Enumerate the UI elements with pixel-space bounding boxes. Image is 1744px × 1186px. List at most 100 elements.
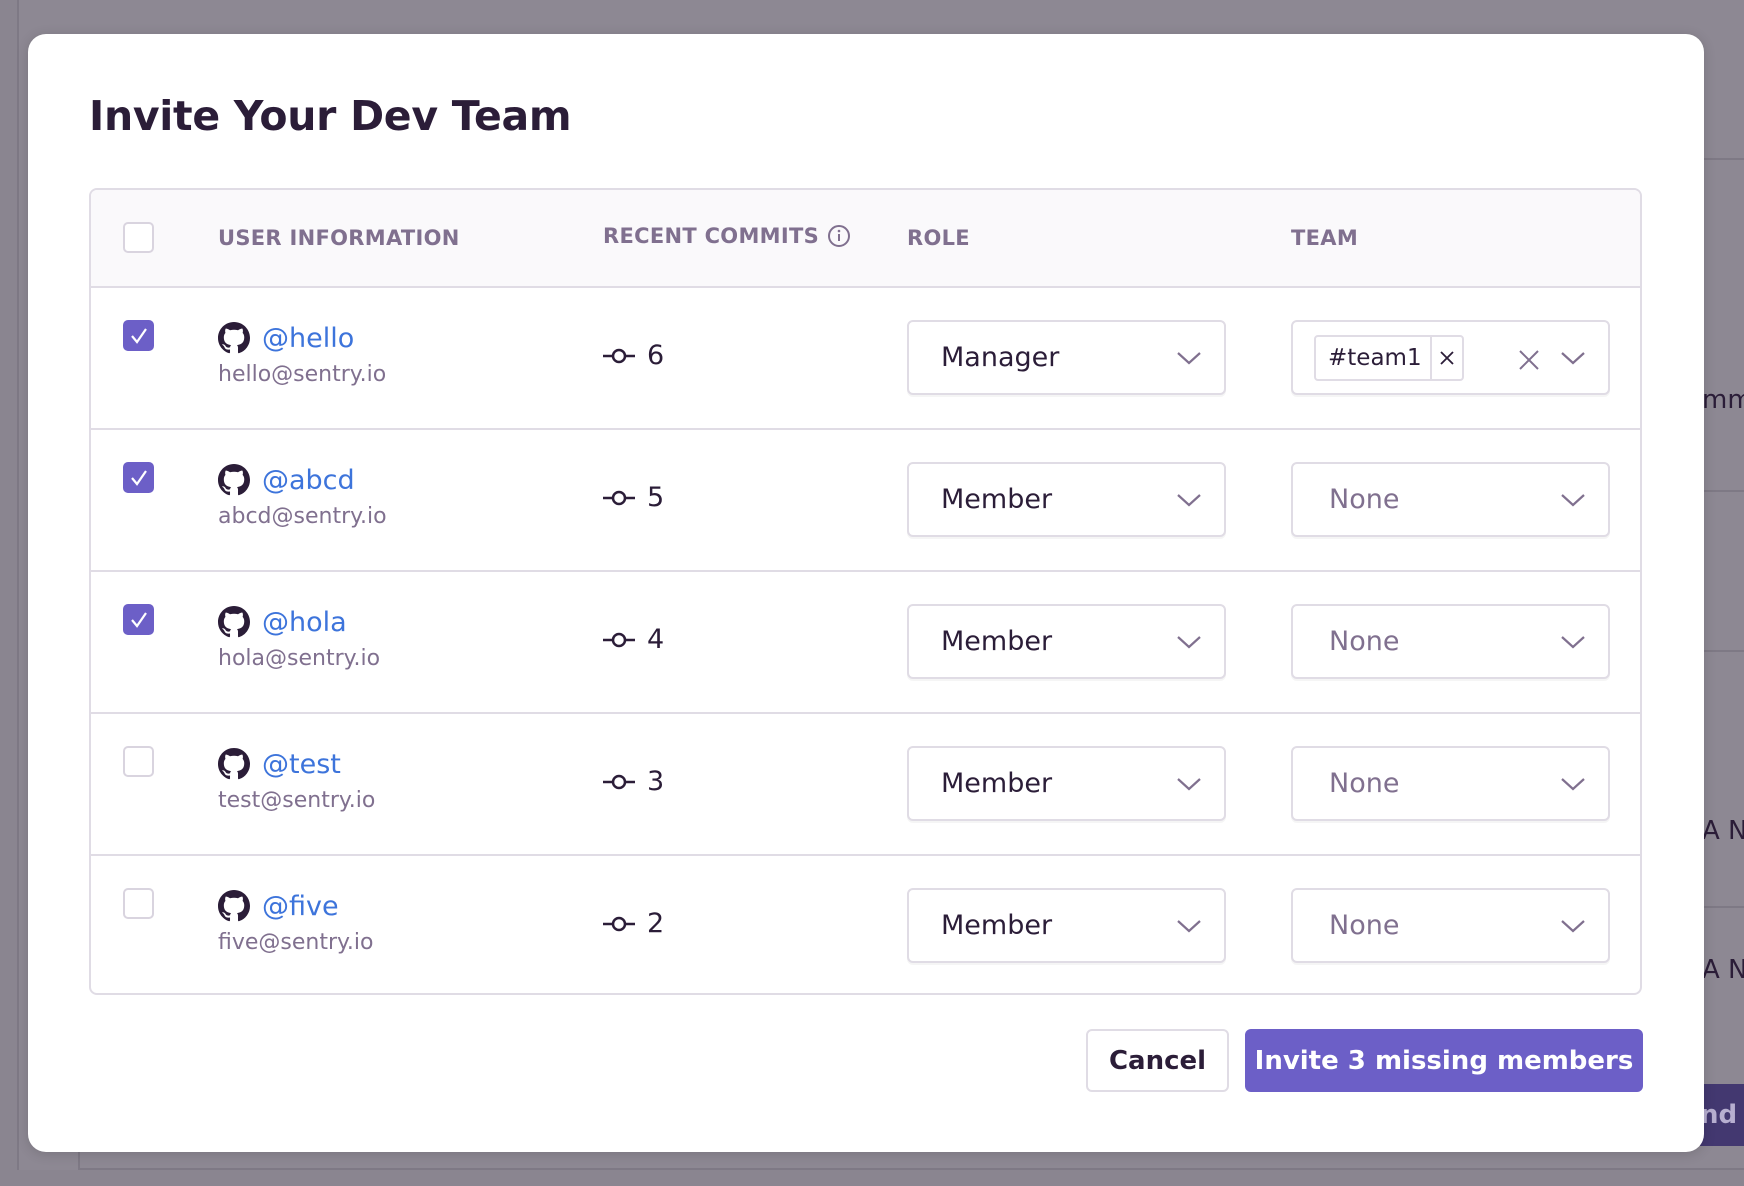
- column-user-information: USER INFORMATION: [218, 226, 460, 250]
- commit-count: 2: [647, 908, 665, 939]
- team-placeholder: None: [1329, 484, 1400, 515]
- commit-icon: [603, 916, 635, 931]
- team-select[interactable]: #team1: [1291, 320, 1610, 395]
- row-checkbox[interactable]: [123, 462, 154, 493]
- commit-count: 5: [647, 482, 665, 513]
- team-placeholder: None: [1329, 626, 1400, 657]
- user-email: five@sentry.io: [218, 930, 374, 955]
- cancel-button[interactable]: Cancel: [1086, 1029, 1229, 1092]
- role-value: Member: [941, 768, 1053, 799]
- recent-commits: 3: [603, 766, 664, 797]
- row-checkbox[interactable]: [123, 320, 154, 351]
- column-team: TEAM: [1291, 226, 1358, 250]
- role-select[interactable]: Member: [907, 462, 1226, 537]
- recent-commits: 4: [603, 624, 664, 655]
- user-information: @abcd abcd@sentry.io: [218, 464, 387, 529]
- commit-icon: [603, 774, 635, 789]
- column-label: RECENT COMMITS: [603, 224, 820, 248]
- invite-members-button[interactable]: Invite 3 missing members: [1245, 1029, 1643, 1092]
- role-select[interactable]: Member: [907, 746, 1226, 821]
- table-row: @abcd abcd@sentry.io 5 Member None: [91, 430, 1640, 572]
- username-link[interactable]: @hola: [262, 606, 347, 638]
- commit-count: 4: [647, 624, 665, 655]
- clear-icon[interactable]: [1518, 349, 1540, 371]
- role-select[interactable]: Member: [907, 888, 1226, 963]
- user-information: @hola hola@sentry.io: [218, 606, 380, 671]
- background-text: mmit: [1702, 385, 1744, 415]
- background-divider: [1700, 906, 1744, 908]
- background-text: A No: [1702, 955, 1744, 985]
- background-text: A No: [1702, 816, 1744, 846]
- role-value: Member: [941, 626, 1053, 657]
- team-placeholder: None: [1329, 768, 1400, 799]
- commit-count: 3: [647, 766, 665, 797]
- background-divider: [1700, 158, 1744, 160]
- user-information: @hello hello@sentry.io: [218, 322, 386, 387]
- background-divider: [1700, 490, 1744, 492]
- commit-icon: [603, 490, 635, 505]
- team-tag: #team1: [1314, 335, 1464, 381]
- background-divider: [1700, 650, 1744, 652]
- column-role: ROLE: [907, 226, 970, 250]
- chevron-down-icon: [1177, 352, 1201, 365]
- chevron-down-icon: [1561, 920, 1585, 933]
- username-link[interactable]: @abcd: [262, 464, 355, 496]
- commit-icon: [603, 348, 635, 363]
- remove-tag-icon[interactable]: [1429, 337, 1462, 379]
- role-value: Member: [941, 910, 1053, 941]
- team-select[interactable]: None: [1291, 746, 1610, 821]
- user-email: hello@sentry.io: [218, 362, 387, 387]
- checkmark-icon: [131, 470, 147, 486]
- invite-modal: Invite Your Dev Team USER INFORMATION RE…: [28, 34, 1704, 1152]
- chevron-down-icon: [1177, 636, 1201, 649]
- column-label: USER INFORMATION: [218, 226, 460, 250]
- role-select[interactable]: Member: [907, 604, 1226, 679]
- column-recent-commits: RECENT COMMITS: [603, 224, 851, 248]
- github-icon: [218, 606, 250, 638]
- checkmark-icon: [131, 328, 147, 344]
- chevron-down-icon: [1561, 778, 1585, 791]
- recent-commits: 5: [603, 482, 664, 513]
- github-icon: [218, 748, 250, 780]
- chevron-down-icon: [1561, 352, 1585, 365]
- row-checkbox[interactable]: [123, 888, 154, 919]
- members-table: USER INFORMATION RECENT COMMITS ROLE TEA…: [89, 188, 1642, 995]
- role-value: Member: [941, 484, 1053, 515]
- user-email: hola@sentry.io: [218, 646, 381, 671]
- commit-icon: [603, 632, 635, 647]
- user-information: @test test@sentry.io: [218, 748, 375, 813]
- chevron-down-icon: [1177, 494, 1201, 507]
- modal-title: Invite Your Dev Team: [89, 92, 572, 140]
- recent-commits: 6: [603, 340, 664, 371]
- username-link[interactable]: @hello: [262, 322, 355, 354]
- team-select[interactable]: None: [1291, 888, 1610, 963]
- role-select[interactable]: Manager: [907, 320, 1226, 395]
- username-link[interactable]: @test: [262, 748, 341, 780]
- info-icon[interactable]: [827, 224, 851, 248]
- background-button: nd: [1700, 1084, 1744, 1146]
- team-select[interactable]: None: [1291, 604, 1610, 679]
- row-checkbox[interactable]: [123, 604, 154, 635]
- table-row: @test test@sentry.io 3 Member None: [91, 714, 1640, 856]
- team-select[interactable]: None: [1291, 462, 1610, 537]
- github-icon: [218, 464, 250, 496]
- chevron-down-icon: [1561, 636, 1585, 649]
- column-label: TEAM: [1291, 226, 1359, 250]
- table-row: @five five@sentry.io 2 Member None: [91, 856, 1640, 993]
- github-icon: [218, 322, 250, 354]
- chevron-down-icon: [1561, 494, 1585, 507]
- column-label: ROLE: [907, 226, 970, 250]
- username-link[interactable]: @five: [262, 890, 339, 922]
- team-tag-label: #team1: [1328, 345, 1422, 371]
- recent-commits: 2: [603, 908, 664, 939]
- table-header: USER INFORMATION RECENT COMMITS ROLE TEA…: [91, 190, 1640, 288]
- user-email: test@sentry.io: [218, 788, 376, 813]
- row-checkbox[interactable]: [123, 746, 154, 777]
- chevron-down-icon: [1177, 778, 1201, 791]
- table-row: @hola hola@sentry.io 4 Member None: [91, 572, 1640, 714]
- checkmark-icon: [131, 612, 147, 628]
- github-icon: [218, 890, 250, 922]
- select-all-checkbox[interactable]: [123, 222, 154, 253]
- user-email: abcd@sentry.io: [218, 504, 387, 529]
- team-placeholder: None: [1329, 910, 1400, 941]
